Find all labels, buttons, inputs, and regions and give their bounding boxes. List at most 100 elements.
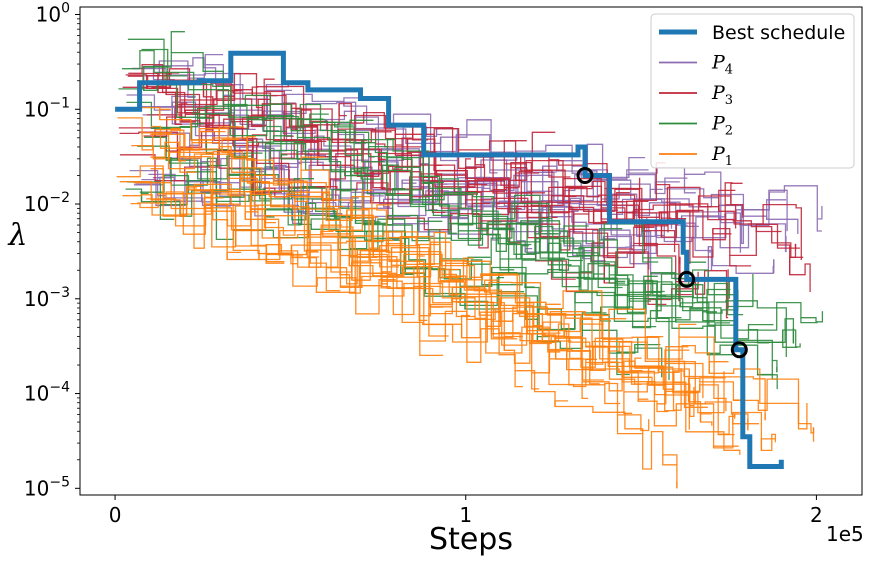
population-p1-branch (516, 302, 527, 313)
population-p3-branch (174, 107, 183, 125)
population-p2-trace (127, 38, 778, 390)
population-p2-branch (574, 292, 592, 304)
population-p1 (116, 106, 815, 489)
population-p2-branch (645, 295, 667, 299)
population-p4-trace (148, 157, 799, 234)
population-p2-branch (628, 283, 651, 302)
population-p2-branch (246, 119, 267, 143)
population-p3-branch (724, 182, 733, 205)
y-axis-label: λ (7, 218, 27, 253)
population-p4-branch (766, 199, 787, 220)
population-p3-branch (251, 86, 259, 96)
population-p1-branch (303, 237, 318, 252)
population-p2-branch (448, 223, 457, 234)
population-p3-branch (550, 261, 576, 280)
population-p1-branch (290, 257, 298, 265)
population-p1-branch (439, 269, 464, 282)
population-p2-branch (457, 230, 484, 240)
population-p1-branch (185, 185, 203, 194)
population-p2-branch (339, 190, 361, 209)
population-p1-branch (418, 315, 428, 322)
population-p1-trace (130, 193, 736, 435)
y-tick-label: 10−2 (24, 190, 70, 216)
population-p1-branch (300, 156, 325, 171)
population-p2-branch (771, 360, 777, 380)
population-p1-branch (378, 279, 396, 296)
population-p1-branch (361, 189, 373, 209)
population-p3-branch (431, 194, 446, 214)
population-p3-trace (118, 113, 802, 260)
population-p2-branch (205, 149, 213, 154)
population-p1-trace (119, 181, 727, 404)
population-p2-branch (598, 228, 623, 240)
population-p4-branch (742, 209, 770, 217)
population-p3-branch (255, 86, 262, 109)
population-p1-branch (218, 126, 244, 147)
population-p1-trace (125, 106, 749, 431)
population-p1-branch (699, 413, 712, 422)
population-p1-branch (448, 276, 458, 296)
population-p1-trace (131, 144, 695, 418)
population-p2-branch (432, 194, 453, 217)
population-p1-branch (265, 244, 285, 264)
population-p4-branch (626, 169, 649, 175)
x-axis-ticks: 0 1 2 (109, 495, 823, 527)
population-p2-branch (563, 225, 589, 244)
population-p3-branch (338, 103, 347, 117)
population-p3-branch (551, 202, 558, 219)
population-p2-branch (643, 275, 658, 281)
population-p1-branch (602, 318, 627, 340)
population-p3-branch (184, 110, 197, 114)
population-p1-trace (137, 191, 741, 455)
population-p1-branch (616, 414, 643, 435)
x-tick-label: 2 (810, 503, 823, 527)
population-p3-branch (712, 228, 732, 235)
plot-frame (79, 6, 863, 496)
population-p4-branch (816, 218, 822, 232)
population-p2-branch (487, 221, 502, 224)
population-p1-branch (221, 138, 240, 153)
y-tick-label: 10−5 (24, 474, 70, 500)
x-tick-label: 0 (109, 503, 122, 527)
population-p4-branch (427, 191, 438, 211)
population-p1-branch (494, 307, 517, 312)
population-p1-branch (380, 281, 391, 288)
population-p1-branch (531, 372, 540, 390)
population-traces (116, 31, 824, 489)
population-p2-branch (597, 265, 623, 289)
highlight-marker (730, 341, 748, 359)
population-p2-branch (548, 252, 570, 260)
population-p1-branch (227, 178, 242, 197)
population-p1-branch (665, 346, 689, 364)
population-p2-branch (800, 317, 818, 324)
population-p1-trace (154, 127, 766, 421)
population-p3-branch (606, 253, 619, 259)
population-p1-branch (429, 294, 444, 308)
population-p2-branch (269, 150, 278, 169)
population-p1-branch (647, 367, 666, 386)
population-p3-branch (776, 245, 800, 249)
population-p1-branch (178, 152, 186, 162)
population-p1-branch (699, 377, 726, 382)
population-p1-branch (656, 403, 669, 413)
population-p1-branch (235, 229, 259, 246)
population-p1-branch (325, 267, 341, 292)
population-p1-branch (547, 349, 561, 353)
highlight-marker (576, 167, 594, 184)
population-p1-branch (514, 370, 523, 388)
population-p1-trace (151, 125, 650, 432)
best-schedule-line (115, 50, 784, 469)
best-schedule-layer (115, 50, 784, 469)
population-p3-branch (633, 226, 655, 244)
population-p2-branch (404, 267, 414, 276)
population-p3-branch (604, 188, 622, 203)
population-p2-branch (608, 274, 626, 284)
highlight-marker (678, 270, 696, 288)
y-tick-label: 10−1 (24, 95, 70, 121)
population-p1-branch (526, 330, 546, 335)
population-p4-branch (683, 174, 696, 194)
population-p1-branch (760, 438, 776, 451)
population-p1-branch (272, 181, 289, 186)
population-p2-branch (497, 227, 506, 244)
population-p4-branch (664, 177, 688, 189)
